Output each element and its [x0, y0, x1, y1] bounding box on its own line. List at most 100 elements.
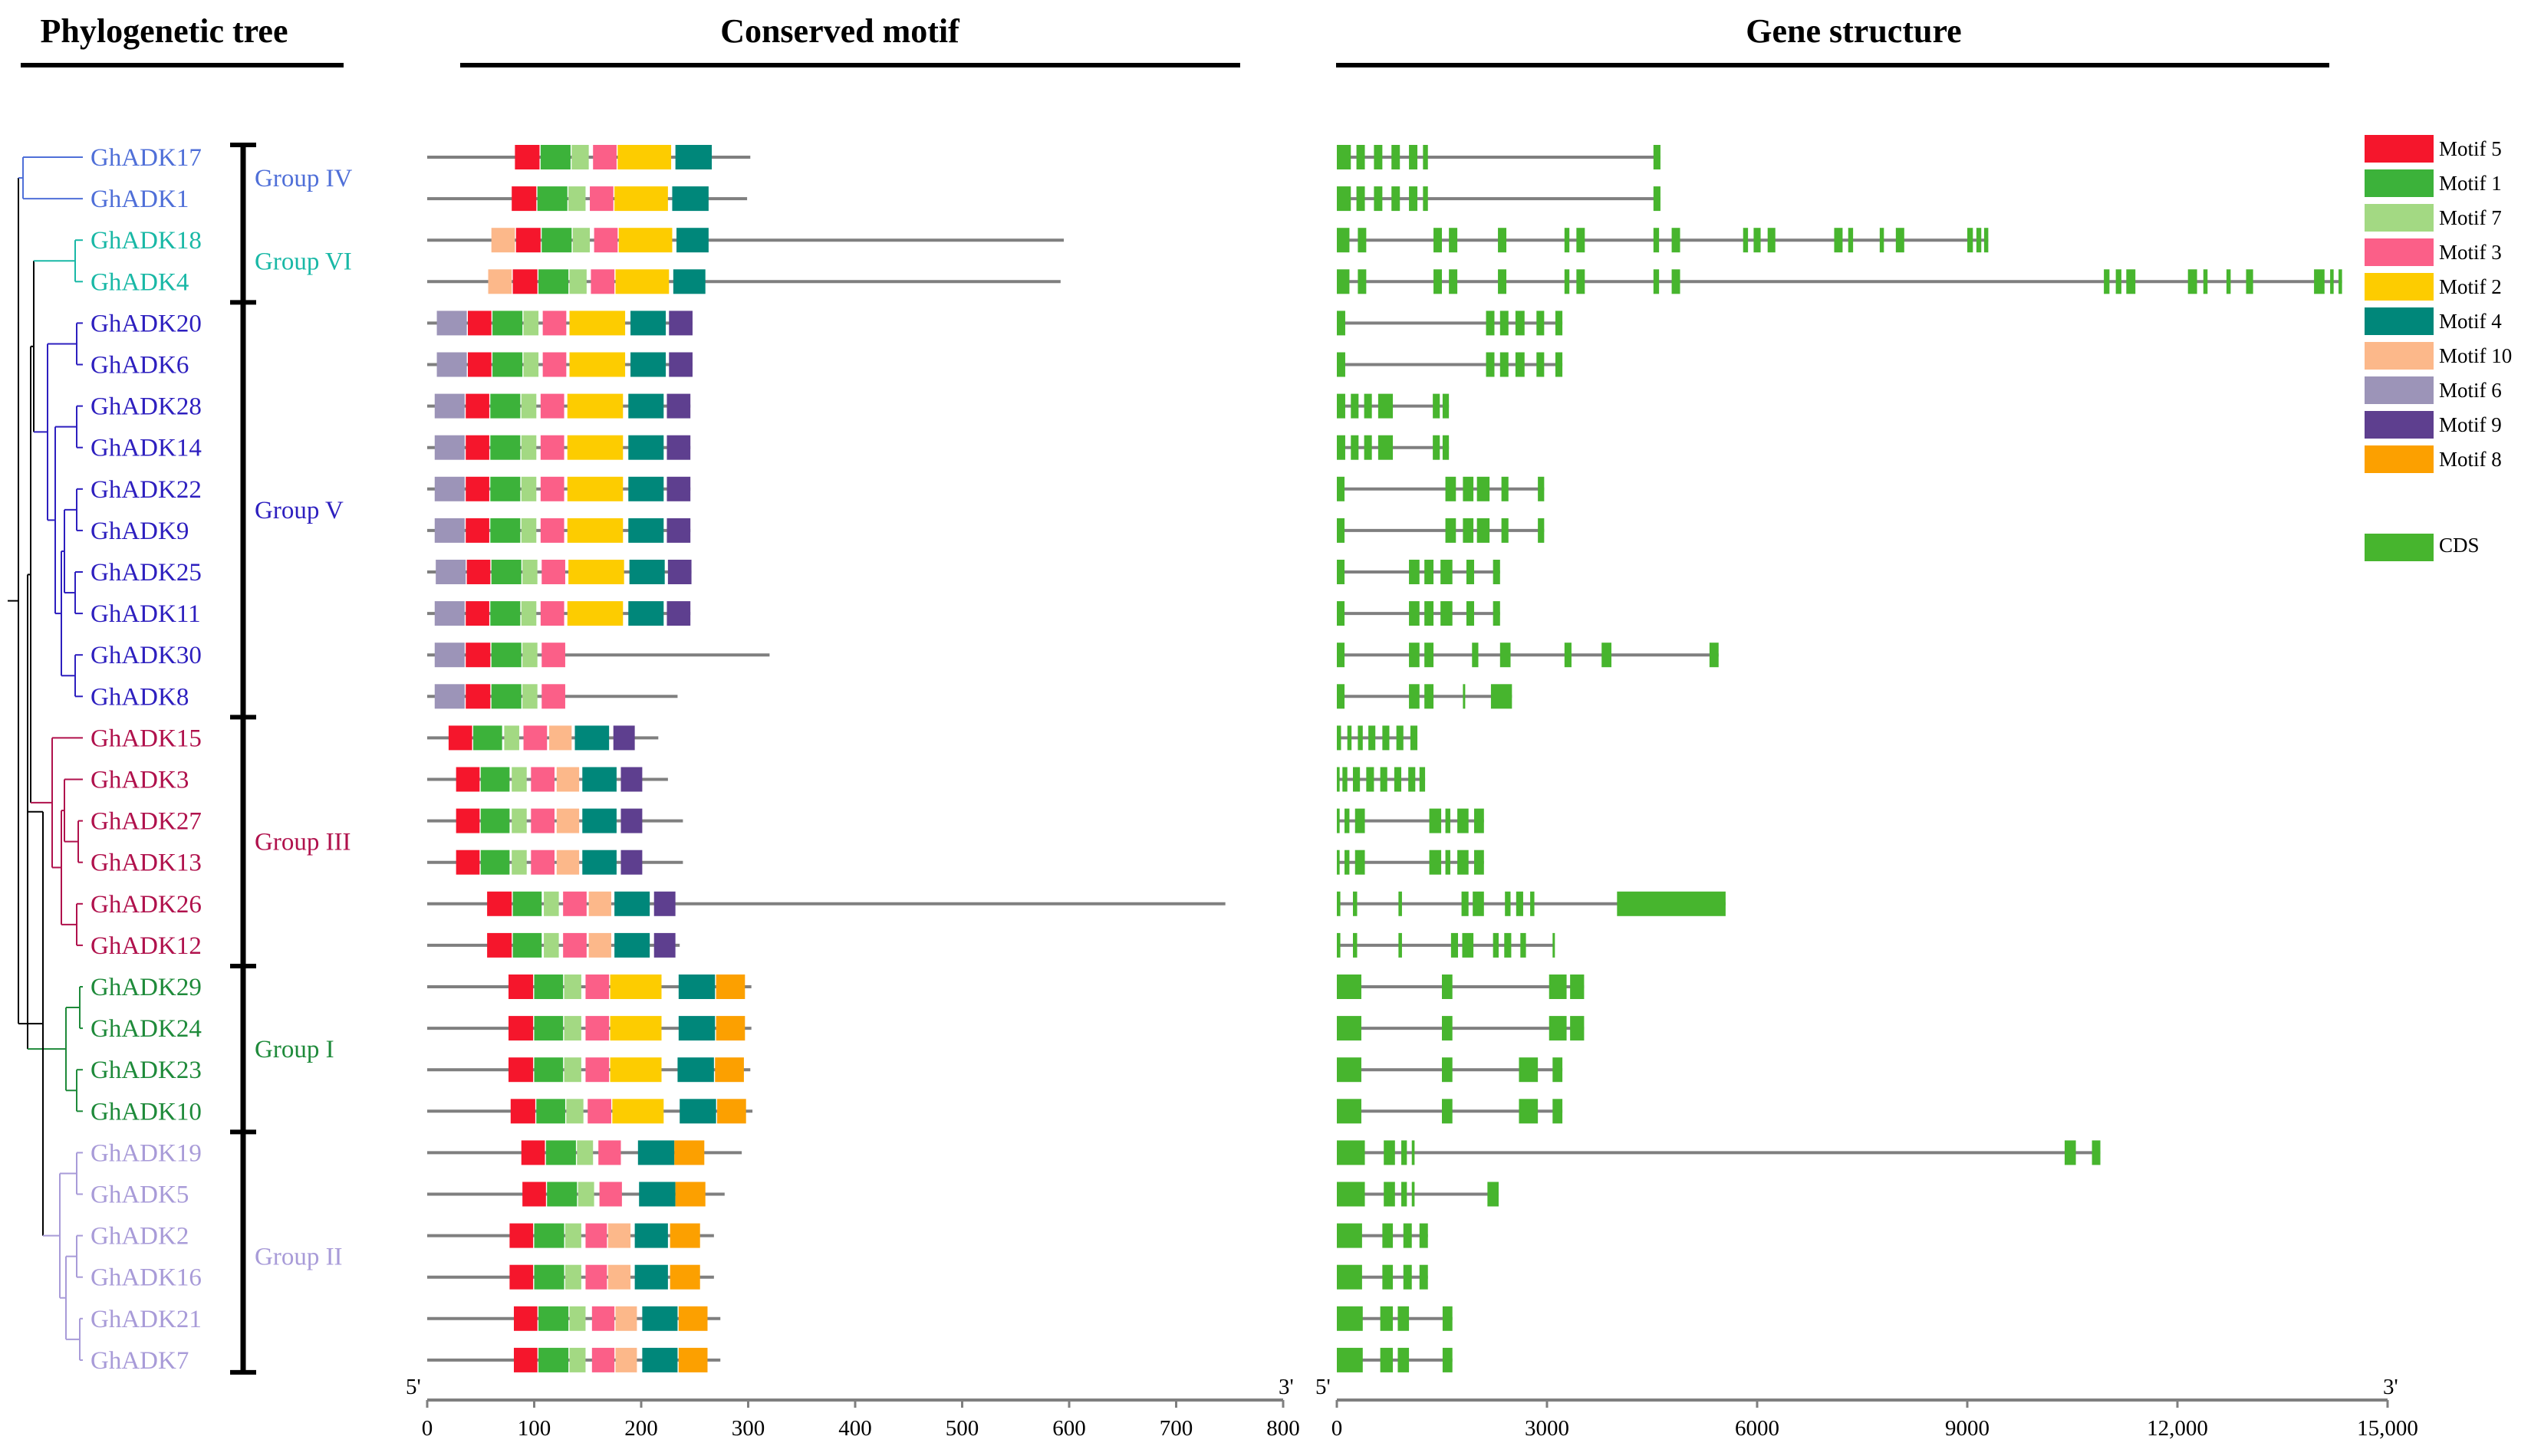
group-label-group-v: Group V — [255, 497, 344, 524]
cds-exon — [1394, 767, 1402, 792]
gene-label-ghadk9: GhADK9 — [91, 518, 189, 545]
motif-1-box — [491, 560, 522, 584]
cds-exon — [1384, 1182, 1395, 1207]
cds-exon — [1493, 601, 1500, 626]
motif-9-box — [669, 352, 693, 377]
cds-exon — [1983, 228, 1989, 253]
legend-swatch-motif-6 — [2365, 376, 2434, 404]
axes: 0 100 200 300 400 500 600 700 800 5' 3' 0 3000 6000 90… — [406, 1375, 2418, 1441]
cds-exon — [1337, 975, 1361, 999]
motif-3-box — [593, 145, 617, 169]
motif-2-box — [615, 269, 670, 294]
motif-axis-tick-label: 600 — [1052, 1416, 1086, 1441]
cds-exon — [1476, 518, 1490, 543]
cds-exon — [1409, 601, 1420, 626]
motif-2-box — [610, 975, 662, 999]
gene-axis-tick-label: 6000 — [1735, 1416, 1779, 1441]
motif-2-box — [617, 145, 672, 169]
cds-exon — [1653, 186, 1660, 212]
cds-exon — [1442, 1099, 1453, 1124]
cds-exon — [1486, 352, 1495, 377]
cds-exon — [1463, 684, 1466, 709]
motif-3-box — [541, 684, 565, 709]
cds-exon — [1515, 352, 1525, 377]
motif-4-box — [634, 1264, 668, 1290]
cds-exon — [1576, 228, 1585, 253]
motif-3-box — [585, 1016, 610, 1041]
gene-axis-3prime: 3' — [2383, 1375, 2398, 1399]
cds-exon — [1552, 1057, 1563, 1083]
motif-7-box — [521, 518, 537, 543]
cds-exon — [1457, 808, 1469, 833]
gene-label-ghadk1: GhADK1 — [91, 186, 189, 213]
motif-5-box — [448, 725, 472, 751]
motif-1-box — [536, 1099, 565, 1124]
cds-exon — [1493, 560, 1500, 584]
motif-3-box — [563, 932, 587, 958]
cds-exon — [1337, 850, 1340, 875]
cds-exon — [1653, 269, 1660, 294]
legend: Motif 5 Motif 1 Motif 7 Motif 3 Motif 2 Motif… — [2365, 135, 2512, 561]
motif-3-box — [585, 1057, 610, 1083]
cds-exon — [1398, 891, 1402, 916]
gene-label-ghadk4: GhADK4 — [91, 268, 189, 296]
motif-4-box — [628, 476, 664, 501]
motif-1-box — [540, 145, 571, 169]
cds-exon — [1337, 393, 1345, 419]
motif-8-box — [678, 1306, 708, 1331]
motif-9-box — [666, 601, 691, 626]
motif-4-box — [676, 228, 709, 253]
motif-tracks — [427, 145, 1226, 1372]
cds-exon — [1377, 435, 1394, 460]
legend-swatch-motif-7 — [2365, 204, 2434, 232]
gene-label-ghadk15: GhADK15 — [91, 725, 202, 752]
cds-exon — [1463, 518, 1474, 543]
cds-exon — [2203, 269, 2208, 294]
motif-7-box — [571, 145, 589, 169]
legend-label-motif-4: Motif 4 — [2439, 310, 2502, 333]
gene-label-ghadk23: GhADK23 — [91, 1057, 202, 1084]
motif-3-box — [591, 269, 615, 294]
cds-exon — [1552, 932, 1555, 958]
group-label-group-vi: Group VI — [255, 248, 352, 275]
motif-7-box — [512, 767, 527, 792]
motif-5-box — [466, 518, 489, 543]
cds-exon — [1466, 560, 1475, 584]
motif-7-box — [512, 808, 527, 833]
cds-exon — [1445, 850, 1450, 875]
cds-exon — [1709, 643, 1719, 668]
cds-exon — [1401, 1140, 1407, 1165]
cds-exon — [1536, 311, 1545, 336]
motif-5-box — [466, 684, 491, 709]
cds-exon — [1411, 1140, 1415, 1165]
cds-exon — [2338, 269, 2342, 294]
cds-exon — [1358, 269, 1367, 294]
cds-exon — [1337, 725, 1341, 751]
cds-exon — [1442, 393, 1450, 419]
motif-2-box — [567, 518, 624, 543]
cds-exon — [1344, 808, 1350, 833]
gene-label-ghadk11: GhADK11 — [91, 600, 201, 628]
motif-1-box — [534, 1223, 564, 1248]
cds-exon — [1564, 269, 1570, 294]
motif-4-box — [634, 1223, 668, 1248]
cds-exon — [1538, 476, 1545, 501]
motif-1-box — [538, 269, 569, 294]
legend-swatch-motif-8 — [2365, 445, 2434, 473]
gene-structure-tracks — [1337, 145, 2342, 1372]
group-label-group-iii: Group III — [255, 829, 351, 856]
cds-exon — [2115, 269, 2121, 294]
motif-2-box — [567, 435, 624, 460]
gene-label-ghadk5: GhADK5 — [91, 1182, 189, 1209]
motif-3-box — [540, 476, 564, 501]
gene-label-ghadk2: GhADK2 — [91, 1223, 189, 1251]
legend-label-motif-2: Motif 2 — [2439, 275, 2502, 298]
motif-axis-5prime: 5' — [406, 1375, 421, 1399]
motif-4-box — [672, 186, 709, 212]
motif-1-box — [492, 352, 523, 377]
motif-1-box — [490, 601, 521, 626]
motif-1-box — [541, 228, 572, 253]
cds-exon — [1516, 891, 1523, 916]
motif-9-box — [653, 932, 676, 958]
cds-exon — [1433, 269, 1442, 294]
